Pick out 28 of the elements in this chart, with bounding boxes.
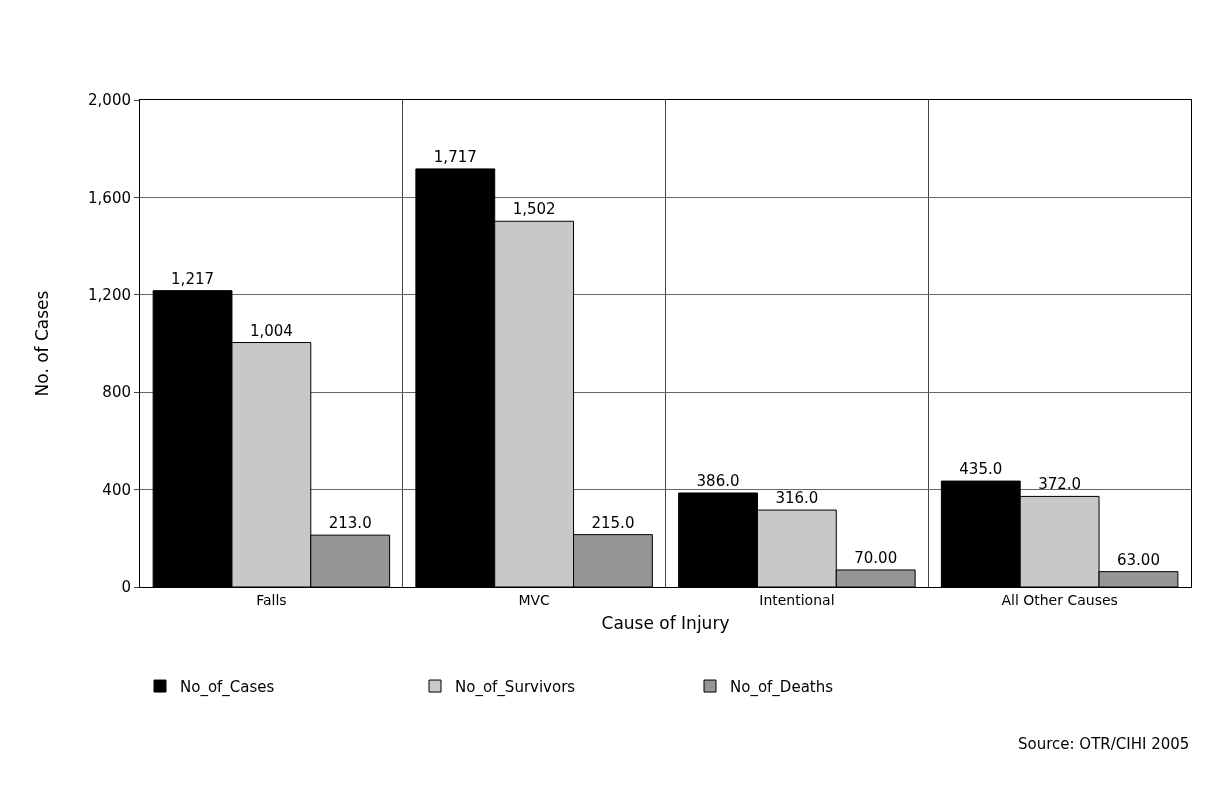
y-axis-title: No. of Cases [31,290,52,397]
y-tick-label: 800 [102,383,131,402]
data-label: 435.0 [959,460,1003,479]
y-tick-label: 400 [102,480,131,499]
data-label: 63.00 [1116,550,1160,569]
data-label: 386.0 [696,472,740,491]
y-tick-label: 0 [121,578,131,597]
source-note: Source: OTR/CIHI 2005 [1018,735,1190,753]
data-label: 1,717 [433,147,477,166]
data-label: 1,217 [171,269,215,288]
x-axis-title: Cause of Injury [601,613,730,634]
legend-label: No_of_Cases [180,677,275,697]
data-label: 215.0 [591,513,635,532]
data-label: 372.0 [1038,475,1082,494]
x-tick-label: Intentional [759,591,835,608]
y-tick-label: 1,600 [88,188,131,207]
y-tick-label: 2,000 [88,91,131,110]
legend-label: No_of_Deaths [730,677,834,697]
data-label: 1,502 [512,200,556,219]
data-label: 316.0 [775,489,819,508]
x-tick-label: All Other Causes [1001,591,1118,608]
x-tick-label: Falls [256,591,287,608]
data-label: 213.0 [328,514,372,533]
y-tick-label: 1,200 [88,286,131,305]
x-tick-label: MVC [518,591,551,608]
data-label: 70.00 [854,548,898,567]
legend-label: No_of_Survivors [455,677,576,697]
data-label: 1,004 [249,321,293,340]
